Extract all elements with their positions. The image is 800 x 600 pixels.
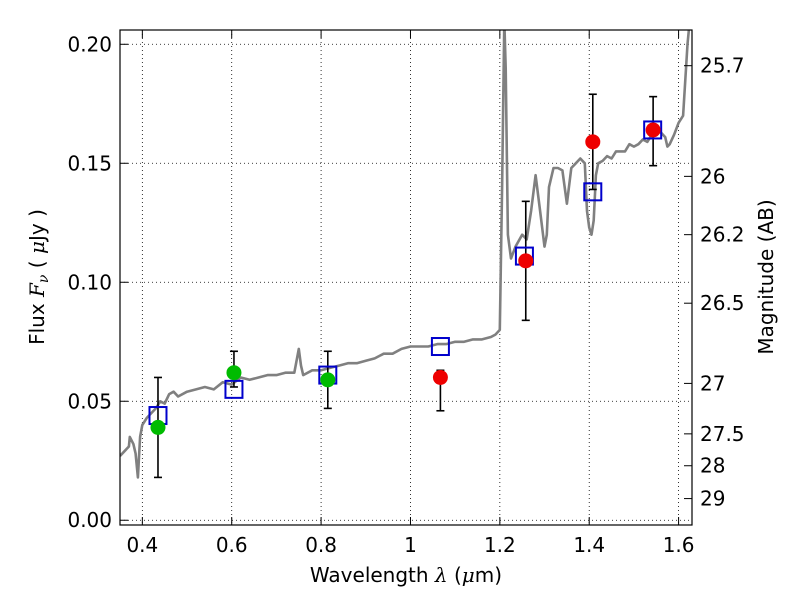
- y-axis-ticks: 0.00 0.05 0.10 0.15 0.20: [67, 32, 128, 532]
- grid-lines: [120, 30, 692, 525]
- mag-tick-label: 26.2: [700, 223, 745, 247]
- x-tick-label: 0.4: [126, 533, 158, 557]
- y-tick-label: 0.10: [67, 270, 112, 294]
- plot-frame: [119, 29, 693, 526]
- mag-tick-label: 28: [700, 454, 725, 478]
- x-tick-label: 0.8: [305, 533, 337, 557]
- x-tick-label: 1: [404, 533, 417, 557]
- x-tick-label: 0.6: [216, 533, 248, 557]
- nir-point: [518, 253, 534, 269]
- model-square: [643, 120, 663, 140]
- mag-tick-label: 27: [700, 371, 725, 395]
- mag-tick-label: 29: [700, 487, 725, 511]
- y2-axis-label: Magnitude (AB): [754, 199, 778, 354]
- y-axis-label: Flux Fν ( μJy ): [25, 209, 52, 345]
- y-tick-label: 0.20: [67, 32, 112, 56]
- x-axis-label: Wavelength λ (μm): [310, 563, 502, 587]
- mag-tick-label: 26: [700, 164, 725, 188]
- optical-point: [150, 419, 166, 435]
- nir-point: [432, 369, 448, 385]
- y-tick-label: 0.15: [67, 151, 112, 175]
- model-square: [430, 337, 450, 357]
- spectrum-line: [120, 30, 691, 479]
- model-square: [224, 379, 244, 399]
- magnitude-axis-ticks: 25.7 26 26.2 26.5 27 27.5 28 29: [684, 54, 745, 511]
- x-tick-label: 1.6: [663, 533, 695, 557]
- x-axis-ticks: 0.4 0.6 0.8 1 1.2 1.4 1.6: [126, 30, 695, 557]
- mag-tick-label: 26.5: [700, 291, 745, 315]
- optical-point: [320, 372, 336, 388]
- nir-point: [645, 122, 661, 138]
- mag-tick-label: 27.5: [700, 422, 745, 446]
- nir-point: [585, 134, 601, 150]
- x-tick-label: 1.2: [484, 533, 516, 557]
- mag-tick-label: 25.7: [700, 54, 745, 78]
- model-square: [583, 182, 603, 202]
- y-tick-label: 0.00: [67, 508, 112, 532]
- x-tick-label: 1.4: [573, 533, 605, 557]
- optical-point: [226, 365, 242, 381]
- y-tick-label: 0.05: [67, 389, 112, 413]
- data-series: [120, 30, 691, 479]
